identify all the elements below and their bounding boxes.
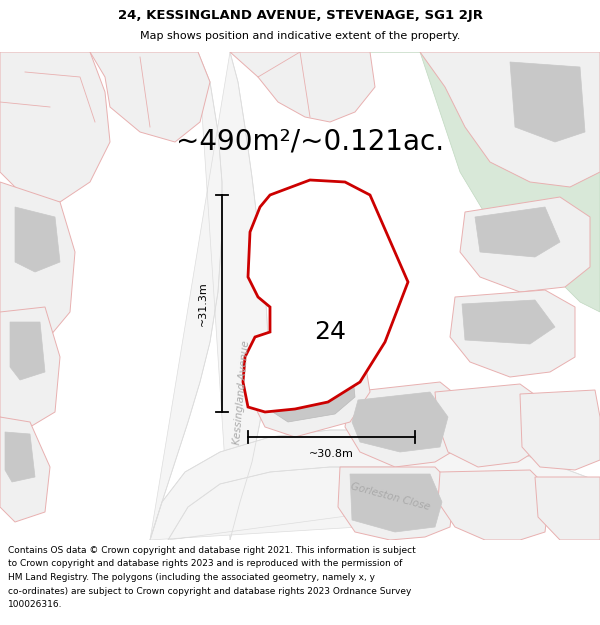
Text: to Crown copyright and database rights 2023 and is reproduced with the permissio: to Crown copyright and database rights 2… [8, 559, 403, 569]
Polygon shape [420, 52, 600, 187]
Polygon shape [438, 470, 550, 540]
Text: 24: 24 [314, 320, 346, 344]
Text: co-ordinates) are subject to Crown copyright and database rights 2023 Ordnance S: co-ordinates) are subject to Crown copyr… [8, 586, 412, 596]
Polygon shape [510, 62, 585, 142]
Polygon shape [230, 52, 375, 122]
Text: 24, KESSINGLAND AVENUE, STEVENAGE, SG1 2JR: 24, KESSINGLAND AVENUE, STEVENAGE, SG1 2… [118, 9, 482, 22]
Text: ~490m²/~0.121ac.: ~490m²/~0.121ac. [176, 128, 444, 156]
Polygon shape [243, 180, 408, 412]
Polygon shape [350, 474, 442, 532]
Polygon shape [15, 207, 60, 272]
Polygon shape [90, 52, 210, 142]
Text: Gorleston Close: Gorleston Close [349, 482, 431, 512]
Text: Kessingland Avenue: Kessingland Avenue [232, 339, 251, 444]
Polygon shape [450, 290, 575, 377]
Polygon shape [462, 300, 555, 344]
Polygon shape [10, 322, 45, 380]
Polygon shape [520, 390, 600, 470]
Text: Map shows position and indicative extent of the property.: Map shows position and indicative extent… [140, 31, 460, 41]
Polygon shape [150, 430, 600, 540]
Polygon shape [5, 432, 35, 482]
Polygon shape [535, 477, 600, 540]
Text: ~31.3m: ~31.3m [198, 281, 208, 326]
Text: 100026316.: 100026316. [8, 600, 62, 609]
Text: HM Land Registry. The polygons (including the associated geometry, namely x, y: HM Land Registry. The polygons (includin… [8, 573, 375, 582]
Polygon shape [352, 392, 448, 452]
Polygon shape [0, 417, 50, 522]
Text: Contains OS data © Crown copyright and database right 2021. This information is : Contains OS data © Crown copyright and d… [8, 546, 416, 555]
Polygon shape [0, 307, 60, 427]
Polygon shape [262, 334, 355, 422]
Polygon shape [0, 182, 75, 342]
Polygon shape [345, 382, 465, 467]
Polygon shape [0, 52, 110, 202]
Polygon shape [338, 467, 455, 540]
Polygon shape [150, 52, 268, 540]
Polygon shape [435, 384, 545, 467]
Text: ~30.8m: ~30.8m [309, 449, 354, 459]
Polygon shape [460, 197, 590, 292]
Polygon shape [370, 52, 600, 312]
Polygon shape [475, 207, 560, 257]
Polygon shape [250, 322, 370, 437]
